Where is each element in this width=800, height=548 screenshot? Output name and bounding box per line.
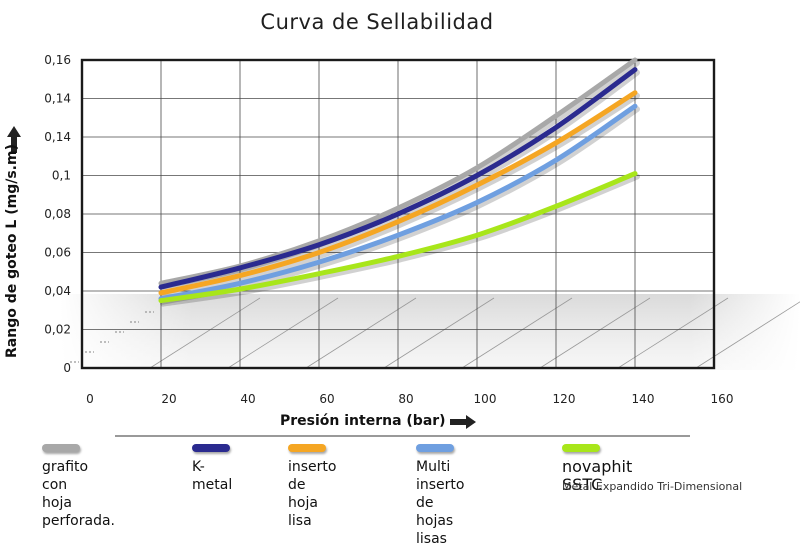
legend-swatch — [562, 444, 600, 452]
y-tick-label: 0,04 — [44, 284, 71, 298]
series-line-5 — [158, 171, 638, 304]
y-tick-label: 0,02 — [44, 323, 71, 337]
y-axis-label: Rango de goteo L (mg/s.m) — [4, 136, 20, 366]
floor-diagonal-line — [539, 297, 651, 369]
y-axis-arrow-icon — [7, 126, 21, 153]
floor-diagonal-line — [227, 297, 339, 369]
y-tick-label: 0,1 — [52, 169, 71, 183]
chart-title: Curva de Sellabilidad — [260, 10, 494, 34]
y-axis-label-text: Rango de goteo L (mg/s.m) — [4, 144, 20, 358]
series-line-3 — [158, 90, 638, 296]
floor-diagonal-line — [149, 297, 261, 369]
legend-sublabel: Metal Expandido Tri-Dimensional — [562, 480, 743, 493]
chart-svg: 0 20 40 60 80 100 120 140 160 0 0,02 0,04 0,06 0,08 0,… — [7, 53, 800, 437]
x-tick-label: 60 — [319, 392, 334, 406]
series-lines — [158, 57, 640, 307]
floor-diagonal-line — [383, 297, 495, 369]
y-tick-label: 0,16 — [44, 53, 71, 67]
x-tick-label: 140 — [632, 392, 655, 406]
tick-labels: 0 20 40 60 80 100 120 140 160 0 0,02 0,04 0,06 0,08 0,… — [44, 53, 733, 406]
legend-label: Multi inserto de hojas lisas — [416, 459, 465, 547]
y-tick-label: 0,14 — [44, 92, 71, 106]
y-tick-label: 0,08 — [44, 207, 71, 221]
legend-label: novaphit SSTC — [562, 457, 633, 494]
series-line-shadow — [160, 173, 640, 307]
plot-floor-shading — [60, 294, 800, 370]
x-tick-label: 40 — [240, 392, 255, 406]
y-tick-label: 0,14 — [44, 130, 71, 144]
x-tick-label: 100 — [474, 392, 497, 406]
x-tick-label: 80 — [398, 392, 413, 406]
x-tick-label: 0 — [86, 392, 94, 406]
floor-diagonal-line — [617, 297, 729, 369]
floor-fade — [60, 294, 800, 370]
floor-diagonal-line — [461, 297, 573, 369]
series-line-4 — [158, 103, 638, 302]
legend-label: grafito con hoja perforada. — [42, 459, 116, 529]
legend-label: K-metal — [192, 459, 233, 493]
y-tick-label: 0 — [63, 361, 71, 375]
x-tick-label: 20 — [161, 392, 176, 406]
legend-swatch — [416, 444, 454, 452]
series-line-2 — [158, 67, 638, 290]
x-axis-label: Presión interna (bar) — [280, 413, 446, 429]
series-line-shadow — [160, 92, 640, 299]
axis-decor — [7, 126, 690, 437]
plot-frame — [80, 58, 716, 370]
x-tick-label: 160 — [711, 392, 734, 406]
series-line-shadow — [160, 69, 640, 294]
legend-label: inserto de hoja lisa — [288, 459, 337, 529]
legend-swatch — [42, 444, 80, 452]
x-tick-label: 120 — [553, 392, 576, 406]
legend-swatch — [288, 444, 326, 452]
legend-swatch — [192, 444, 230, 452]
y-tick-label: 0,06 — [44, 246, 71, 260]
x-axis-arrow-icon — [450, 415, 476, 429]
